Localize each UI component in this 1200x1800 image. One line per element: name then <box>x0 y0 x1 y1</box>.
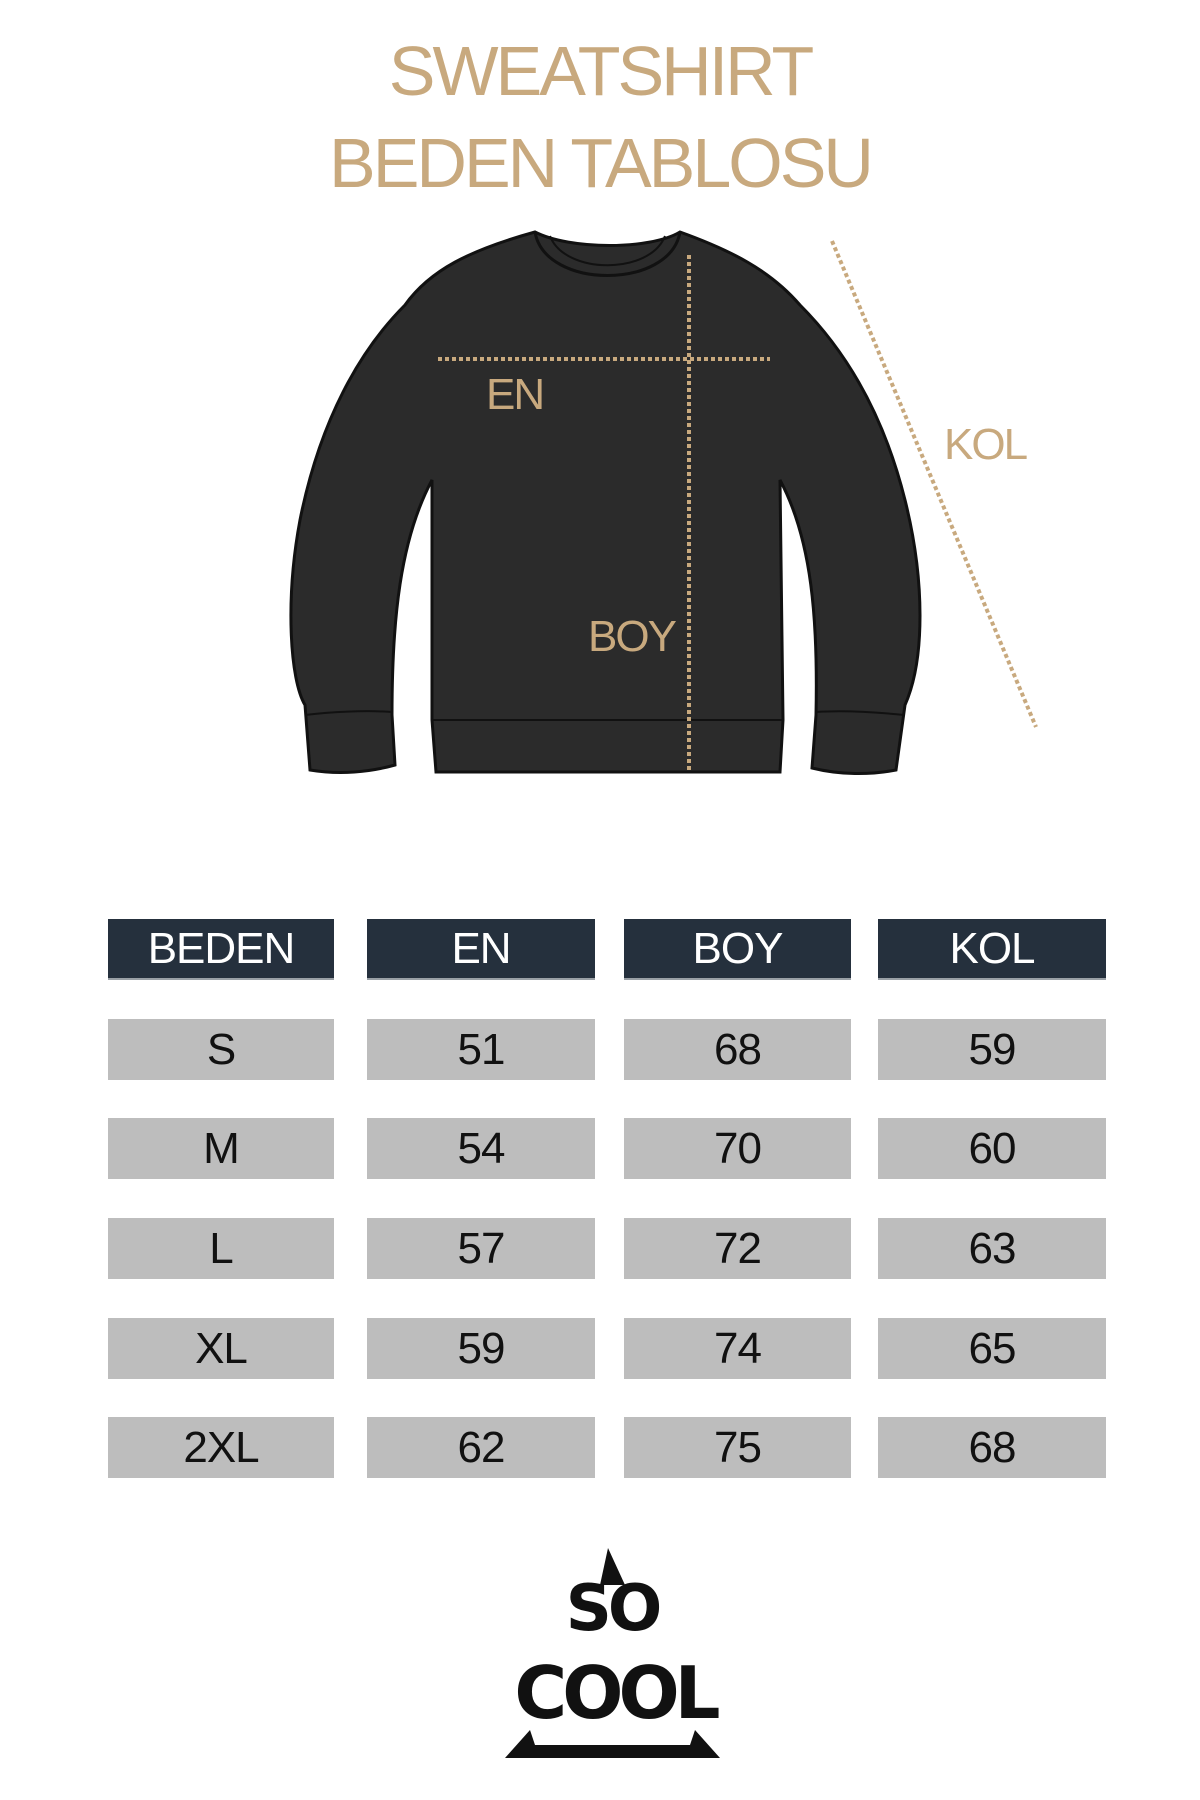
sleeve-measure-line <box>830 240 1038 728</box>
cell-en: 51 <box>367 1019 595 1080</box>
logo-line-1: SO <box>566 1572 660 1646</box>
left-cuff-line <box>304 710 393 716</box>
right-cuff-line <box>815 710 905 716</box>
label-kol: KOL <box>944 420 1028 469</box>
logo-triangle <box>505 1548 720 1758</box>
collar <box>533 231 682 277</box>
cell-kol: 68 <box>878 1417 1106 1478</box>
logo-line-2: COOL <box>514 1651 718 1735</box>
cell-size: L <box>108 1218 334 1279</box>
cell-size: S <box>108 1019 334 1080</box>
collar-inner <box>549 235 666 267</box>
cell-kol: 63 <box>878 1218 1106 1279</box>
cell-en: 62 <box>367 1417 595 1478</box>
label-en: EN <box>486 370 545 419</box>
title-line-1: SWEATSHIRT <box>388 32 814 110</box>
cell-size: XL <box>108 1318 334 1379</box>
cell-kol: 65 <box>878 1318 1106 1379</box>
header-kol: KOL <box>878 919 1106 980</box>
cell-boy: 72 <box>624 1218 851 1279</box>
cell-boy: 74 <box>624 1318 851 1379</box>
cell-size: M <box>108 1118 334 1179</box>
cell-en: 57 <box>367 1218 595 1279</box>
cell-kol: 60 <box>878 1118 1106 1179</box>
title-line-2: BEDEN TABLOSU <box>329 124 874 202</box>
header-beden: BEDEN <box>108 919 334 980</box>
cell-boy: 70 <box>624 1118 851 1179</box>
header-en: EN <box>367 919 595 980</box>
sweatshirt-illustration <box>289 230 922 775</box>
cell-en: 54 <box>367 1118 595 1179</box>
header-boy: BOY <box>624 919 851 980</box>
cell-en: 59 <box>367 1318 595 1379</box>
cell-size: 2XL <box>108 1417 334 1478</box>
cell-boy: 68 <box>624 1019 851 1080</box>
cell-boy: 75 <box>624 1417 851 1478</box>
label-boy: BOY <box>588 612 677 661</box>
cell-kol: 59 <box>878 1019 1106 1080</box>
